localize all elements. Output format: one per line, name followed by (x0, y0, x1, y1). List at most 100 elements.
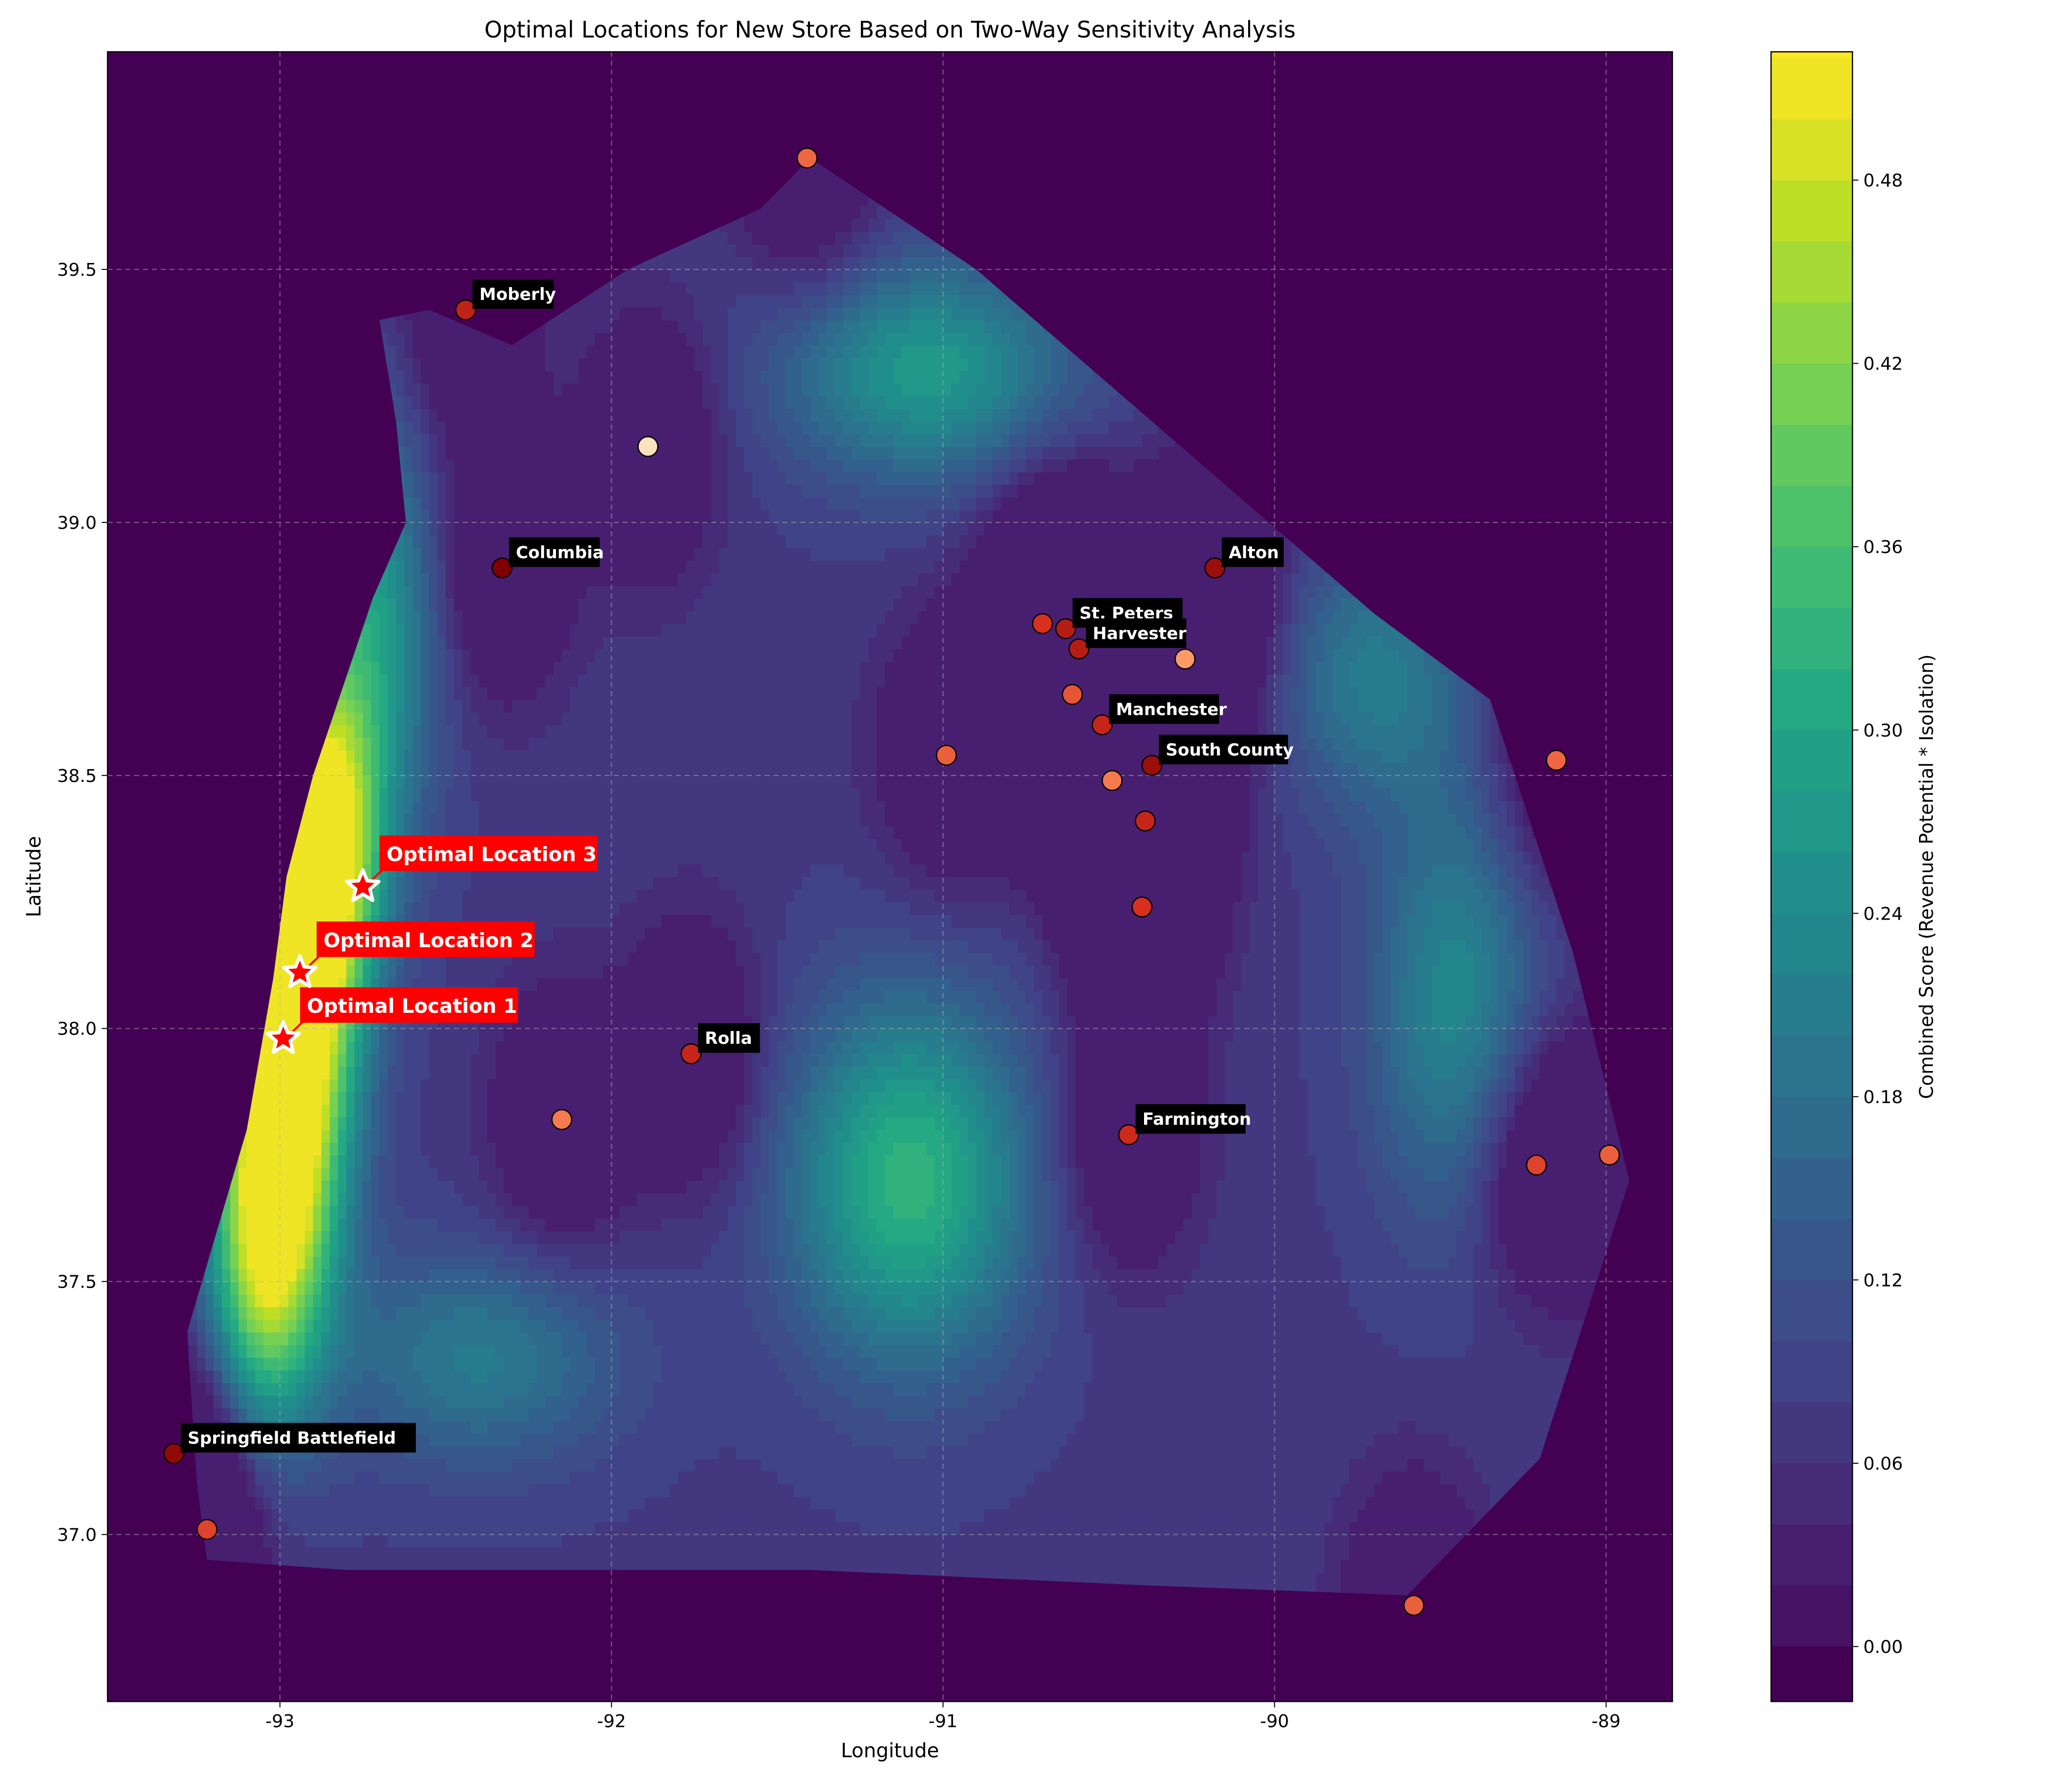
score-cell (238, 1319, 248, 1332)
score-cell (247, 1382, 256, 1396)
score-cell (387, 775, 397, 789)
score-cell (429, 396, 438, 409)
score-cell (437, 1496, 446, 1510)
score-cell (354, 699, 364, 713)
score-cell (346, 1054, 355, 1067)
score-cell (462, 1458, 471, 1472)
score-cell (296, 1066, 305, 1080)
score-cell (462, 1332, 471, 1345)
score-cell (280, 1281, 289, 1295)
score-cell (404, 320, 413, 333)
score-cell (396, 1496, 405, 1510)
score-cell (454, 965, 463, 978)
score-cell (421, 1205, 430, 1219)
score-cell (321, 1509, 331, 1522)
score-cell (230, 1509, 239, 1522)
score-cell (437, 1155, 446, 1168)
score-cell (470, 1370, 480, 1383)
score-cell (371, 750, 380, 764)
score-cell (404, 674, 413, 688)
score-cell (363, 687, 372, 700)
score-cell (396, 1268, 405, 1282)
score-cell (354, 1357, 364, 1370)
score-cell (396, 636, 405, 650)
score-cell (321, 1483, 331, 1497)
score-cell (288, 1471, 297, 1484)
score-cell (346, 674, 355, 688)
score-cell (470, 472, 480, 485)
score-cell (321, 1231, 331, 1244)
score-cell (363, 1117, 372, 1130)
score-cell (387, 1091, 397, 1105)
score-cell (214, 1509, 222, 1522)
score-cell (462, 1129, 471, 1143)
score-cell (330, 801, 338, 814)
score-cell (412, 573, 421, 586)
score-cell (445, 1268, 455, 1282)
score-cell (205, 1281, 214, 1295)
score-cell (396, 358, 405, 371)
score-cell (479, 484, 488, 498)
score-cell (354, 750, 364, 764)
score-cell (313, 1521, 322, 1535)
score-cell (280, 914, 289, 928)
score-cell (304, 1054, 314, 1067)
score-cell (396, 1091, 405, 1105)
score-cell (421, 1395, 430, 1408)
score-cell (188, 1332, 198, 1345)
score-cell (346, 864, 355, 877)
score-cell (304, 1091, 314, 1105)
score-cell (470, 548, 480, 561)
score-cell (296, 851, 305, 865)
score-cell (495, 1395, 504, 1408)
score-cell (330, 750, 338, 764)
score-cell (321, 1471, 331, 1484)
score-cell (238, 1205, 248, 1219)
score-cell (445, 573, 455, 586)
score-cell (280, 1066, 289, 1080)
score-cell (487, 902, 496, 915)
score-cell (429, 345, 438, 359)
score-cell (479, 1496, 488, 1510)
score-cell (429, 1155, 438, 1168)
score-cell (296, 1344, 305, 1358)
score-cell (271, 1281, 281, 1295)
score-cell (462, 383, 471, 397)
score-cell (354, 763, 364, 776)
score-cell (437, 813, 446, 827)
score-cell (421, 1155, 430, 1168)
score-cell (404, 1066, 413, 1080)
score-cell (346, 1281, 355, 1295)
score-cell (495, 1054, 504, 1067)
score-cell (437, 1445, 446, 1459)
score-cell (445, 1281, 455, 1295)
score-cell (321, 1117, 331, 1130)
score-cell (404, 1117, 413, 1130)
score-cell (462, 1155, 471, 1168)
score-cell (462, 775, 471, 789)
score-cell (338, 1054, 347, 1067)
score-cell (479, 535, 488, 549)
score-cell (462, 1294, 471, 1307)
score-cell (495, 674, 504, 688)
score-cell (412, 611, 421, 624)
score-cell (429, 1243, 438, 1257)
score-cell (205, 1483, 214, 1497)
score-cell (346, 687, 355, 700)
score-cell (387, 902, 397, 915)
score-cell (479, 1509, 488, 1522)
score-cell (387, 1521, 397, 1535)
score-cell (330, 1243, 338, 1257)
score-cell (379, 1534, 388, 1548)
score-cell (445, 548, 455, 561)
score-cell (379, 636, 388, 650)
score-cell (412, 750, 421, 764)
score-cell (429, 383, 438, 397)
score-cell (346, 699, 355, 713)
score-cell (313, 877, 322, 890)
score-cell (396, 1344, 405, 1358)
score-cell (247, 1218, 256, 1231)
score-cell (479, 1357, 488, 1370)
score-cell (271, 1231, 281, 1244)
score-cell (205, 1344, 214, 1358)
